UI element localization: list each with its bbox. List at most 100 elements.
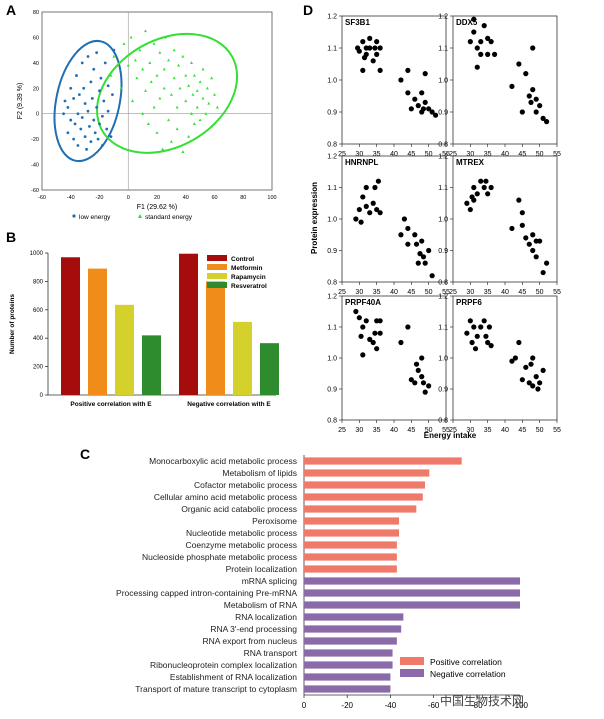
- legend-swatch-metformin: [207, 264, 227, 270]
- data-point: [533, 96, 539, 102]
- data-point: [405, 90, 411, 96]
- x-tick-label: 30: [466, 151, 474, 158]
- y-tick-label: 1.2: [327, 294, 337, 301]
- data-point: [526, 241, 532, 247]
- x-tick-label: 55: [553, 289, 561, 296]
- data-point-low-energy: [98, 122, 101, 126]
- bar-protein-localization: [304, 565, 397, 573]
- legend-label-rapamycin: Rapamycin: [231, 274, 266, 281]
- y-tick-label: 0.8: [438, 280, 448, 287]
- y-tick-label: 600: [33, 308, 44, 314]
- data-point: [422, 389, 428, 395]
- data-point: [426, 106, 432, 112]
- data-point: [474, 45, 480, 51]
- data-point: [485, 35, 491, 42]
- data-point: [471, 197, 477, 203]
- y-tick-label: 1.1: [438, 185, 448, 192]
- x-tick-label: 25: [449, 427, 457, 434]
- y-tick-label: 1.0: [438, 217, 448, 224]
- bar-resveratrol: [260, 343, 279, 395]
- data-point: [422, 260, 428, 266]
- data-point: [530, 247, 536, 254]
- data-point: [353, 216, 359, 222]
- data-point: [533, 374, 539, 380]
- data-point-standard-energy: [175, 105, 179, 109]
- bar-label-nucleotide-metabolic-process: Nucleotide metabolic process: [186, 528, 297, 538]
- data-point-standard-energy: [158, 96, 162, 100]
- data-point: [509, 358, 515, 364]
- data-point-standard-energy: [210, 124, 214, 128]
- subplot-frame: [341, 295, 447, 421]
- y-axis-label: F2 (9.39 %): [17, 83, 24, 120]
- data-point-low-energy: [86, 55, 90, 58]
- data-point: [420, 380, 427, 386]
- x-tick-label: 25: [338, 289, 346, 296]
- panel-label-a: A: [6, 2, 16, 18]
- bar-metabolism-of-rna: [304, 601, 520, 609]
- data-point-standard-energy: [133, 58, 137, 62]
- data-point: [537, 238, 543, 244]
- legend-label-low-energy: low energy: [79, 214, 111, 221]
- data-point-low-energy: [99, 76, 103, 80]
- y-tick-label: -20: [31, 137, 39, 143]
- data-point: [408, 106, 414, 112]
- x-tick-label: 30: [355, 151, 363, 158]
- data-point: [426, 383, 432, 389]
- data-point-standard-energy: [187, 134, 191, 138]
- bar-transport-of-mature-transcript-to-cytoplasm: [304, 685, 391, 693]
- data-point: [360, 39, 366, 45]
- x-tick-label: 55: [442, 427, 450, 434]
- data-point-standard-energy: [190, 112, 193, 115]
- x-tick-label: -60: [428, 701, 440, 710]
- data-point-low-energy: [66, 131, 70, 135]
- x-tick-label: -20: [96, 195, 104, 201]
- y-tick-label: 1.2: [327, 154, 337, 161]
- data-point: [530, 355, 536, 361]
- data-point-low-energy: [85, 147, 88, 151]
- bar-label-ribonucleoprotein-complex-localization: Ribonucleoprotein complex localization: [150, 660, 297, 670]
- data-point: [420, 106, 427, 112]
- data-point: [467, 39, 473, 45]
- data-point: [537, 103, 543, 109]
- confidence-ellipse-standard-energy: [96, 32, 239, 154]
- data-point: [405, 67, 411, 73]
- plot-frame: [41, 11, 273, 191]
- bar-rna-transport: [304, 649, 393, 657]
- data-point-standard-energy: [144, 89, 147, 92]
- x-tick-label: 0: [302, 701, 307, 710]
- y-tick-label: 1.2: [438, 154, 448, 161]
- data-point-low-energy: [89, 140, 93, 144]
- data-point: [367, 336, 373, 342]
- data-point: [478, 178, 484, 184]
- data-point: [492, 51, 498, 58]
- legend-swatch-positive-correlation: [400, 657, 424, 665]
- data-point-low-energy: [93, 131, 97, 135]
- x-tick-label: 55: [553, 427, 561, 434]
- x-tick-label: 45: [518, 151, 526, 158]
- data-point: [474, 64, 480, 70]
- data-point-low-energy: [109, 135, 113, 139]
- data-point: [519, 222, 525, 228]
- data-point: [486, 324, 492, 330]
- legend-label-standard-energy: standard energy: [145, 214, 193, 221]
- data-point: [467, 318, 473, 324]
- y-tick-label: -60: [31, 188, 39, 194]
- subplot-title: SF3B1: [345, 18, 370, 27]
- data-point-low-energy: [100, 144, 104, 147]
- data-point-standard-energy: [167, 58, 170, 62]
- panel-label-b: B: [6, 229, 16, 245]
- data-point: [544, 119, 550, 125]
- data-point-low-energy: [98, 89, 101, 93]
- data-point: [523, 71, 529, 77]
- data-point: [526, 93, 532, 99]
- bar-monocarboxylic-acid-metabolic-process: [304, 457, 462, 465]
- y-tick-label: -40: [31, 163, 39, 169]
- x-tick-label: 30: [355, 427, 363, 434]
- data-point-standard-energy: [192, 122, 196, 125]
- data-point-low-energy: [83, 102, 87, 105]
- x-tick-label: 35: [484, 289, 492, 296]
- subplot-frame: [341, 15, 447, 145]
- x-tick-label: 40: [390, 151, 398, 158]
- data-point: [481, 318, 487, 324]
